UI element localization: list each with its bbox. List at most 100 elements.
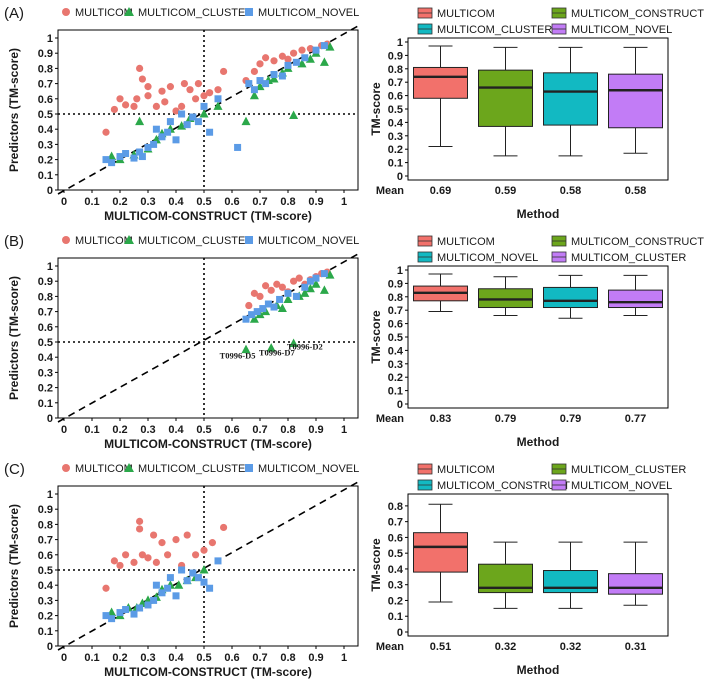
point-cluster	[283, 294, 293, 303]
point-multicom	[122, 101, 130, 109]
point-novel	[183, 121, 191, 129]
x-tick-label: 0.2	[112, 652, 127, 664]
x-tick-label: 0	[61, 424, 67, 436]
box-body	[608, 289, 663, 309]
point-novel	[214, 95, 222, 103]
box-y-tick-label: 0.6	[388, 319, 403, 331]
legend-marker-multicom	[62, 236, 70, 244]
point-multicom	[192, 95, 200, 103]
mean-value: 0.59	[495, 185, 516, 197]
point-multicom	[130, 102, 138, 110]
point-novel	[122, 606, 130, 614]
y-tick-label: 0.3	[38, 367, 53, 379]
point-cluster	[199, 109, 209, 118]
point-novel	[136, 148, 144, 156]
box-body	[608, 73, 663, 129]
box-y-tick-label: 0.8	[388, 501, 403, 513]
point-multicom	[164, 551, 172, 559]
mean-value: 0.79	[560, 413, 581, 425]
mean-value: 0.32	[495, 641, 516, 653]
point-multicom	[180, 80, 188, 88]
point-novel	[172, 592, 180, 600]
mean-value: 0.58	[625, 185, 646, 197]
legend-marker-cluster	[124, 7, 134, 16]
x-tick-label: 0.4	[168, 652, 184, 664]
y-axis-title: Predictors (TM-score)	[7, 276, 21, 400]
point-multicom	[250, 289, 258, 297]
point-multicom	[262, 54, 270, 62]
point-multicom	[152, 558, 160, 567]
point-novel	[270, 303, 278, 311]
point-novel	[200, 578, 208, 586]
y-tick-label: 0.8	[38, 519, 53, 531]
legend-label: MULTICOM_CLUSTER	[138, 7, 253, 19]
x-tick-label: 1	[341, 652, 347, 664]
legend-label: MULTICOM_CLUSTER	[138, 235, 253, 247]
point-cluster	[319, 285, 329, 294]
y-tick-label: 0	[47, 413, 53, 425]
point-cluster	[289, 338, 299, 348]
point-multicom	[102, 128, 110, 136]
box-y-tick-label: 0.7	[388, 305, 403, 317]
point-multicom	[220, 523, 228, 532]
point-novel	[150, 140, 158, 148]
point-novel	[152, 581, 160, 589]
x-tick-label: 0.8	[280, 424, 295, 436]
scatter-frame	[57, 29, 359, 191]
box-y-axis-title: TM-score	[369, 82, 383, 136]
x-axis-title: MULTICOM-CONSTRUCT (TM-score)	[104, 437, 312, 451]
box-y-axis-title: TM-score	[369, 310, 383, 364]
point-novel	[178, 110, 186, 118]
point-multicom	[130, 558, 138, 567]
point-multicom	[102, 584, 110, 592]
legend-marker-novel	[245, 8, 253, 16]
y-tick-label: 0.4	[38, 580, 54, 592]
x-tick-label: 0.5	[196, 652, 211, 664]
point-novel	[253, 308, 261, 316]
point-multicom	[256, 292, 264, 300]
y-axis-title: Predictors (TM-score)	[7, 504, 21, 628]
point-multicom	[166, 83, 174, 91]
point-multicom	[245, 301, 253, 310]
point-cluster	[249, 314, 259, 323]
y-tick-label: 0	[47, 185, 53, 197]
box-y-axis-title: TM-score	[369, 538, 383, 592]
box-y-tick-label: 0.5	[388, 332, 403, 344]
y-tick-label: 0.1	[38, 398, 53, 410]
mean-label: Mean	[376, 413, 404, 425]
point-novel	[312, 46, 320, 54]
diagonal-line	[57, 481, 359, 651]
x-tick-label: 0.6	[224, 652, 239, 664]
point-multicom	[133, 95, 141, 103]
mean-value: 0.79	[495, 413, 516, 425]
box-legend-label: MULTICOM_CONSTRUCT	[571, 236, 704, 248]
y-tick-label: 0.1	[38, 170, 53, 182]
mean-value: 0.31	[625, 641, 646, 653]
y-tick-label: 0.8	[38, 63, 53, 75]
mean-value: 0.58	[560, 185, 581, 197]
point-multicom	[110, 557, 118, 565]
point-cluster	[199, 565, 209, 574]
point-novel	[301, 54, 309, 62]
mean-value: 0.51	[430, 641, 451, 653]
box-y-tick-label: 0.2	[388, 595, 403, 607]
box-y-tick-label: 0.1	[388, 386, 403, 398]
box-body	[543, 72, 598, 126]
box-legend-label: MULTICOM_CLUSTER	[437, 24, 552, 36]
x-tick-label: 0.2	[112, 424, 127, 436]
point-multicom	[110, 105, 118, 114]
y-axis-title: Predictors (TM-score)	[7, 48, 21, 172]
mean-value: 0.83	[430, 413, 451, 425]
point-novel	[189, 113, 197, 121]
point-novel	[200, 102, 208, 110]
point-novel	[250, 86, 258, 94]
mean-label: Mean	[376, 185, 404, 197]
x-tick-label: 0.7	[252, 196, 267, 208]
point-cluster	[277, 303, 287, 313]
point-cluster	[213, 101, 223, 110]
point-cluster	[241, 116, 251, 126]
point-multicom	[295, 274, 303, 282]
point-multicom	[138, 551, 146, 559]
point-cluster	[241, 344, 251, 354]
x-tick-label: 0.5	[196, 196, 211, 208]
